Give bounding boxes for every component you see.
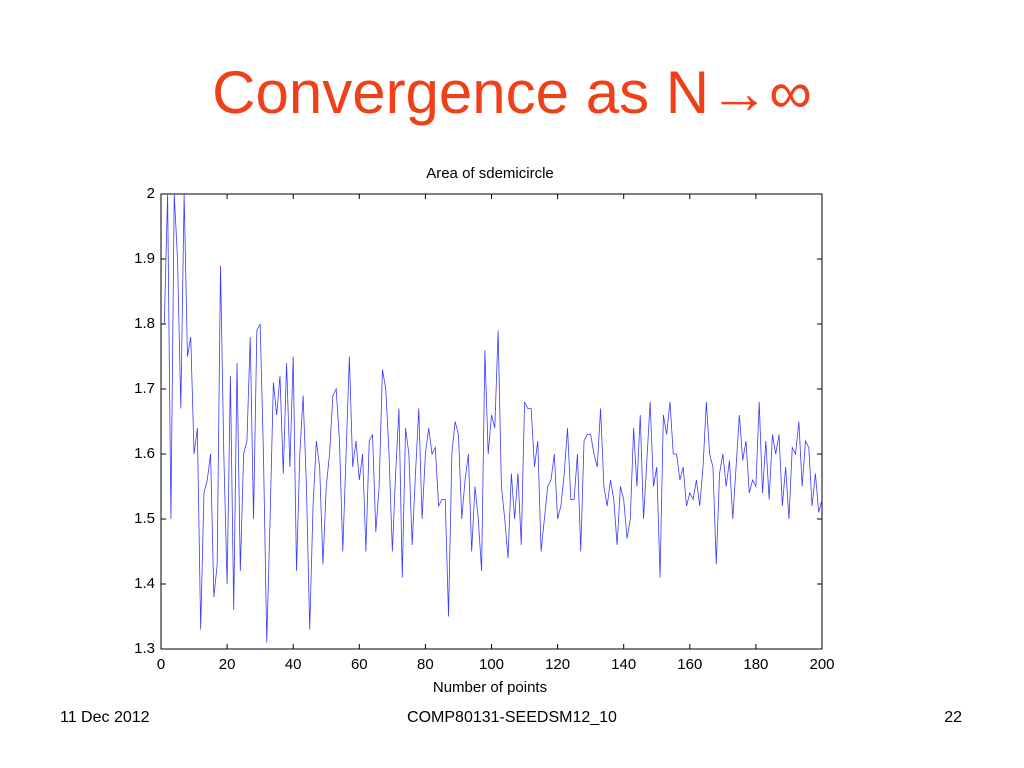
x-tick-label: 160 <box>677 656 702 673</box>
plot-frame <box>160 193 823 650</box>
footer-course: COMP80131-SEEDSM12_10 <box>407 709 617 726</box>
y-tick-label: 1.3 <box>134 640 155 657</box>
x-axis-label: Number of points <box>433 679 547 696</box>
y-tick-label: 1.5 <box>134 510 155 527</box>
y-tick-label: 2 <box>147 185 155 202</box>
x-tick-label: 60 <box>351 656 368 673</box>
chart-title: Area of sdemicircle <box>426 165 554 182</box>
x-tick-label: 0 <box>157 656 165 673</box>
slide-title: Convergence as N→∞ <box>212 59 812 126</box>
x-tick-label: 20 <box>219 656 236 673</box>
y-tick-label: 1.6 <box>134 445 155 462</box>
x-tick-label: 140 <box>611 656 636 673</box>
y-tick-label: 1.8 <box>134 315 155 332</box>
y-tick-label: 1.4 <box>134 575 155 592</box>
x-tick-label: 120 <box>545 656 570 673</box>
data-line <box>163 193 823 643</box>
x-tick-label: 200 <box>809 656 834 673</box>
x-tick-label: 80 <box>417 656 434 673</box>
y-tick-label: 1.9 <box>134 250 155 267</box>
x-tick-label: 40 <box>285 656 302 673</box>
x-tick-label: 180 <box>743 656 768 673</box>
footer-date: 11 Dec 2012 <box>60 709 150 726</box>
y-tick-label: 1.7 <box>134 380 155 397</box>
footer-page: 22 <box>944 709 962 726</box>
x-tick-label: 100 <box>479 656 504 673</box>
